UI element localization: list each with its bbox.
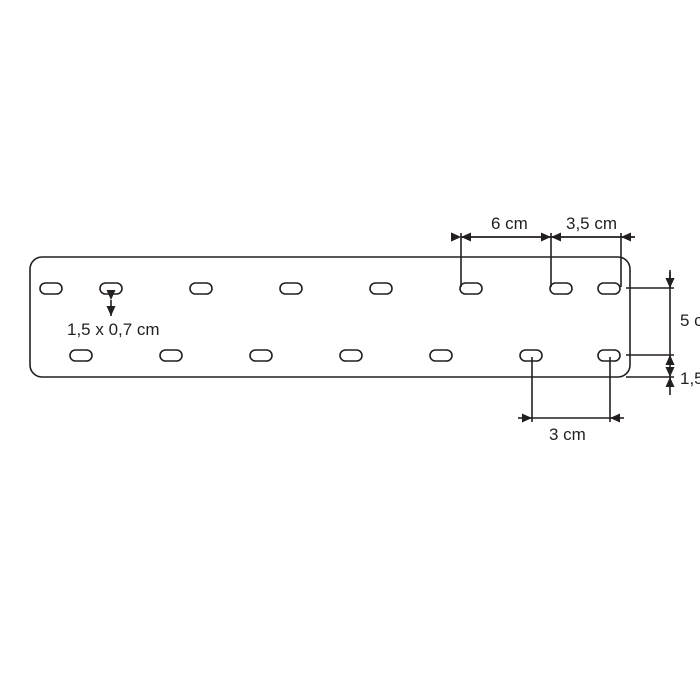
- svg-text:3 cm: 3 cm: [549, 425, 586, 444]
- svg-text:3,5 cm: 3,5 cm: [566, 214, 617, 233]
- svg-text:6 cm: 6 cm: [491, 214, 528, 233]
- svg-text:1,5 cm: 1,5 cm: [680, 369, 700, 388]
- svg-text:1,5 x 0,7 cm: 1,5 x 0,7 cm: [67, 320, 160, 339]
- svg-text:5 cm: 5 cm: [680, 311, 700, 330]
